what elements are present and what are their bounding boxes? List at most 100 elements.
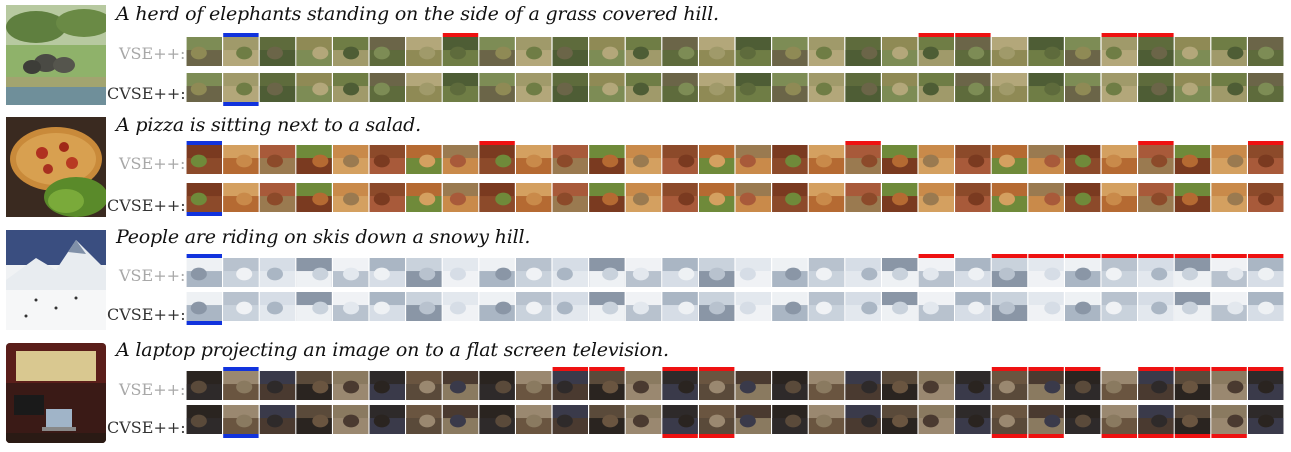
cvse-result-thumbnail <box>919 292 954 321</box>
vse-result-thumbnail <box>1175 145 1210 174</box>
incorrect-rank-marker <box>1175 254 1210 258</box>
vse-result-thumbnail <box>370 37 405 66</box>
vse-result-thumbnail <box>1028 37 1063 66</box>
vse-result-thumbnail <box>662 37 697 66</box>
cvse-result-thumbnail <box>1028 73 1063 102</box>
cvse-result-thumbnail <box>479 405 514 434</box>
vse-result-thumbnail <box>443 145 478 174</box>
vse-result-thumbnail <box>626 37 661 66</box>
cvse-result-thumbnail <box>187 183 222 212</box>
query-image-2 <box>6 117 106 217</box>
cvse-result-thumbnail <box>589 292 624 321</box>
elephants-photo-icon <box>6 5 106 105</box>
vse-result-thumbnail <box>516 145 551 174</box>
cvse-result-thumbnail <box>955 292 990 321</box>
vse-result-thumbnail <box>1065 371 1100 400</box>
cvse-result-thumbnail <box>772 183 807 212</box>
cvse-result-thumbnail <box>1102 73 1137 102</box>
incorrect-rank-marker <box>919 33 954 37</box>
vse-result-thumbnail <box>992 371 1027 400</box>
incorrect-rank-marker <box>955 33 990 37</box>
vse-result-thumbnail <box>772 371 807 400</box>
cvse-result-thumbnail <box>296 292 331 321</box>
cvse-result-thumbnail <box>699 405 734 434</box>
vse-result-thumbnail <box>406 371 441 400</box>
cvse-result-thumbnail <box>699 292 734 321</box>
incorrect-rank-marker <box>1138 141 1173 145</box>
vse-result-thumbnail <box>699 37 734 66</box>
correct-rank-marker <box>187 254 222 258</box>
cvse-result-thumbnail <box>1102 183 1137 212</box>
vse-result-thumbnail <box>296 371 331 400</box>
vse-result-thumbnail <box>296 37 331 66</box>
cvse-result-thumbnail <box>699 183 734 212</box>
query-image-3 <box>6 230 106 330</box>
vse-result-thumbnail <box>1028 145 1063 174</box>
incorrect-rank-marker <box>1248 367 1283 371</box>
cvse-result-thumbnail <box>1138 405 1173 434</box>
cvse-result-thumbnail <box>370 183 405 212</box>
cvse-result-thumbnail <box>553 405 588 434</box>
incorrect-rank-marker <box>662 434 697 438</box>
vse-result-thumbnail <box>333 258 368 287</box>
vse-result-thumbnail <box>736 258 771 287</box>
incorrect-rank-marker <box>992 254 1027 258</box>
vse-result-thumbnail <box>589 37 624 66</box>
cvse-result-thumbnail <box>296 183 331 212</box>
cvse-result-thumbnail <box>626 73 661 102</box>
incorrect-rank-marker <box>919 254 954 258</box>
cvse-result-thumbnail <box>406 73 441 102</box>
vse-result-thumbnail <box>845 258 880 287</box>
vse-result-thumbnail <box>260 37 295 66</box>
vse-result-thumbnail <box>479 371 514 400</box>
incorrect-rank-marker <box>1102 33 1137 37</box>
vse-result-thumbnail <box>699 371 734 400</box>
cvse-result-thumbnail <box>772 292 807 321</box>
cvse-result-thumbnail <box>260 73 295 102</box>
cvse-result-thumbnail <box>809 73 844 102</box>
vse-result-thumbnail <box>955 37 990 66</box>
vse-result-thumbnail <box>1028 258 1063 287</box>
incorrect-rank-marker <box>699 367 734 371</box>
cvse-result-thumbnail <box>296 73 331 102</box>
cvse-result-thumbnail <box>516 73 551 102</box>
vse-result-thumbnail <box>443 258 478 287</box>
cvse-result-thumbnail <box>845 405 880 434</box>
incorrect-rank-marker <box>845 141 880 145</box>
cvse-results-strip-2 <box>186 183 1284 216</box>
incorrect-rank-marker <box>662 367 697 371</box>
vse-result-thumbnail <box>370 371 405 400</box>
vse-result-thumbnail <box>589 145 624 174</box>
vse-result-thumbnail <box>1102 37 1137 66</box>
cvse-label-4: CVSE++: <box>107 418 186 437</box>
cvse-result-thumbnail <box>882 292 917 321</box>
caption-2: A pizza is sitting next to a salad. <box>116 114 421 136</box>
vse-result-thumbnail <box>516 37 551 66</box>
vse-result-thumbnail <box>187 37 222 66</box>
vse-result-thumbnail <box>406 145 441 174</box>
vse-result-thumbnail <box>260 371 295 400</box>
vse-result-thumbnail <box>919 371 954 400</box>
vse-result-thumbnail <box>1175 37 1210 66</box>
vse-result-thumbnail <box>1248 145 1283 174</box>
vse-result-thumbnail <box>809 145 844 174</box>
vse-result-thumbnail <box>1211 145 1246 174</box>
vse-result-thumbnail <box>1211 37 1246 66</box>
vse-result-thumbnail <box>589 258 624 287</box>
vse-result-thumbnail <box>1065 145 1100 174</box>
cvse-result-thumbnail <box>699 73 734 102</box>
incorrect-rank-marker <box>992 367 1027 371</box>
vse-result-thumbnail <box>1211 371 1246 400</box>
cvse-result-thumbnail <box>370 73 405 102</box>
vse-result-thumbnail <box>1102 145 1137 174</box>
vse-result-thumbnail <box>370 258 405 287</box>
vse-result-thumbnail <box>1175 258 1210 287</box>
incorrect-rank-marker <box>1175 367 1210 371</box>
cvse-result-thumbnail <box>553 73 588 102</box>
cvse-result-thumbnail <box>1138 183 1173 212</box>
vse-result-thumbnail <box>479 258 514 287</box>
vse-result-thumbnail <box>1138 145 1173 174</box>
incorrect-rank-marker <box>1065 367 1100 371</box>
vse-results-strip-4 <box>186 367 1284 400</box>
correct-rank-marker <box>223 33 258 37</box>
